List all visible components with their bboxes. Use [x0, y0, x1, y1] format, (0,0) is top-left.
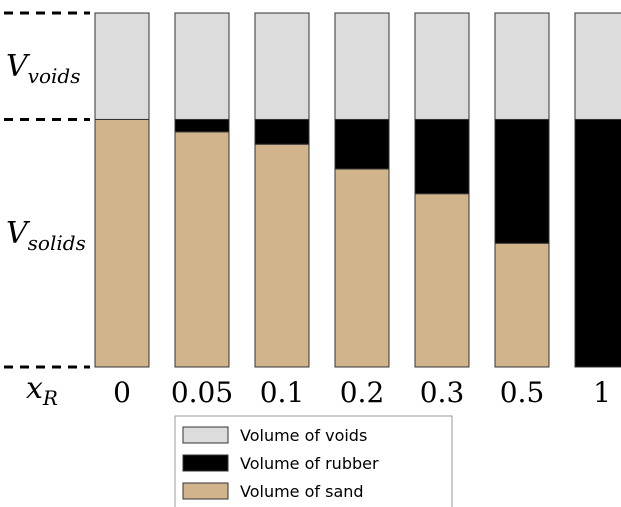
annotation-main: V [6, 49, 31, 84]
legend-label: Volume of sand [240, 482, 364, 501]
x-tick-label: 0 [113, 376, 131, 409]
x-label-main: x [26, 371, 43, 406]
annotation: Vvoids [6, 49, 80, 88]
bar-segment [334, 12, 390, 120]
x-tick-label: 1 [593, 376, 611, 409]
bar-segment [414, 118, 470, 195]
legend-label: Volume of rubber [240, 454, 379, 473]
bar-segment [254, 118, 310, 145]
annotation-sub: solids [28, 231, 86, 255]
bar-segment [94, 118, 150, 368]
annotation: Vsolids [6, 216, 86, 255]
bar-segment [254, 12, 310, 120]
legend-label: Volume of voids [240, 426, 367, 445]
bar-segment [574, 12, 621, 120]
x-label-sub: R [42, 386, 58, 410]
legend-swatch [182, 482, 229, 500]
bar-segment [94, 12, 150, 120]
bar-segment [174, 12, 230, 120]
bar-segment [334, 168, 390, 368]
annotation-sub: voids [28, 64, 81, 88]
bar-segment [494, 12, 550, 120]
bar-segment [494, 118, 550, 244]
bar-segment [574, 118, 621, 368]
legend-swatch [182, 454, 229, 472]
x-tick-label: 0.2 [340, 376, 385, 409]
bar-segment [174, 131, 230, 368]
bar-segment [494, 242, 550, 368]
bar-segment [414, 193, 470, 368]
x-tick-label: 0.1 [260, 376, 305, 409]
x-tick-label: 0.05 [171, 376, 233, 409]
x-tick-label: 0.5 [500, 376, 545, 409]
bar-segment [174, 118, 230, 133]
legend-swatch [182, 426, 229, 444]
bar-segment [414, 12, 470, 120]
x-axis-label: xR [26, 371, 58, 410]
annotation-main: V [6, 216, 31, 251]
bar-segment [334, 118, 390, 170]
bar-segment [254, 143, 310, 368]
x-tick-label: 0.3 [420, 376, 465, 409]
